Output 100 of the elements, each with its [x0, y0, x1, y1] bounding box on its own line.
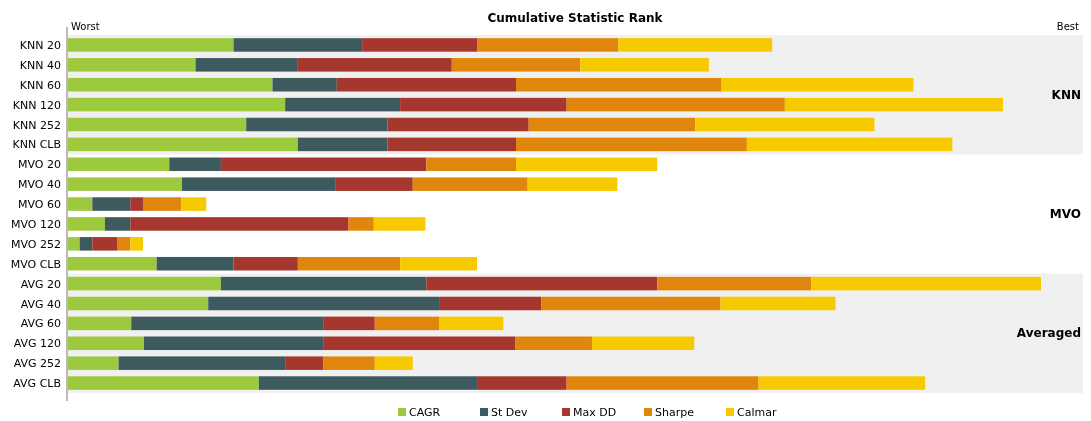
bar: [335, 177, 413, 191]
bar: [527, 177, 618, 191]
bar: [591, 336, 695, 351]
bar: [746, 137, 953, 152]
bar: [220, 276, 427, 291]
legend-label: Sharpe: [655, 406, 695, 419]
bar: [400, 97, 567, 112]
y-tick-label: KNN 20: [19, 38, 61, 52]
bar: [67, 336, 144, 351]
bar: [285, 97, 401, 112]
y-tick-label: AVG 40: [20, 297, 61, 311]
bar: [720, 296, 836, 311]
bar: [400, 256, 478, 271]
bar: [618, 38, 773, 52]
bar: [143, 336, 324, 351]
bar: [92, 237, 118, 251]
bar: [695, 117, 875, 132]
bar: [67, 356, 119, 370]
y-tick-label: AVG 252: [13, 357, 61, 371]
legend-label: St Dev: [491, 406, 529, 419]
text: Best: [1056, 21, 1080, 32]
bar: [67, 197, 93, 211]
chart-title: Cumulative Statistic Rank: [487, 11, 664, 25]
bar: [67, 256, 157, 271]
y-tick-label: MVO CLB: [10, 257, 61, 271]
bar: [412, 177, 528, 191]
bar: [323, 356, 375, 370]
bar: [362, 38, 478, 52]
bar: [130, 237, 143, 251]
bar: [336, 77, 517, 92]
bar: [516, 157, 658, 172]
bar: [297, 58, 452, 72]
y-tick-label: KNN 120: [12, 98, 61, 112]
bar: [79, 237, 93, 251]
bar: [373, 217, 426, 231]
bar: [516, 137, 747, 152]
y-tick-label: AVG 20: [20, 277, 61, 291]
bar: [180, 197, 207, 211]
bar: [541, 296, 721, 311]
bar: [516, 77, 722, 92]
bar: [721, 77, 914, 92]
bar: [156, 256, 234, 271]
y-tick-label: MVO 252: [11, 237, 61, 251]
bar: [130, 197, 143, 211]
bar: [758, 376, 926, 390]
bar: [246, 117, 388, 132]
bar: [181, 177, 336, 191]
bar: [451, 58, 581, 72]
bar: [566, 376, 759, 390]
bar: [323, 316, 375, 331]
bar: [67, 177, 182, 191]
bar: [208, 296, 440, 311]
bar: [426, 157, 517, 172]
bar: [285, 356, 324, 370]
legend-label: Calmar: [737, 406, 777, 419]
bar: [67, 58, 196, 72]
bar: [142, 197, 181, 211]
bar: [67, 376, 259, 390]
bar: [67, 97, 286, 112]
bar: [67, 316, 132, 331]
bar: [426, 276, 658, 291]
bar: [220, 157, 427, 172]
bar: [387, 117, 529, 132]
bar: [67, 38, 234, 52]
bar: [67, 137, 298, 152]
bar: [67, 117, 247, 132]
y-tick-label: KNN 40: [19, 58, 61, 72]
bar: [528, 117, 696, 132]
y-tick-label: KNN 252: [12, 118, 61, 132]
bar: [784, 97, 1004, 112]
bar: [169, 157, 221, 172]
y-tick-label: KNN 60: [19, 78, 61, 92]
bar: [515, 336, 592, 351]
bar: [374, 356, 413, 370]
bar: [92, 197, 131, 211]
bar: [131, 316, 324, 331]
bar: [67, 237, 80, 251]
bar: [67, 157, 170, 172]
y-tick-label: MVO 60: [18, 198, 61, 212]
annotation: Worst: [71, 21, 100, 32]
bar: [477, 38, 619, 52]
bar: [118, 356, 286, 370]
bar: [323, 336, 516, 351]
bar: [195, 58, 298, 72]
bar: [439, 316, 504, 331]
legend-label: CAGR: [409, 406, 441, 419]
band-label: Averaged: [1016, 326, 1081, 341]
bar: [233, 256, 298, 271]
bar: [117, 237, 131, 251]
bar: [387, 137, 517, 152]
y-tick-label: MVO 120: [11, 217, 61, 231]
bar: [130, 217, 349, 231]
bar: [811, 276, 1041, 291]
y-tick-label: AVG CLB: [13, 377, 61, 391]
y-tick-label: AVG 60: [20, 317, 61, 331]
bar: [67, 77, 273, 92]
bar: [657, 276, 812, 291]
bar: [104, 217, 131, 231]
y-tick-label: MVO 40: [18, 178, 61, 192]
bar: [67, 296, 209, 311]
